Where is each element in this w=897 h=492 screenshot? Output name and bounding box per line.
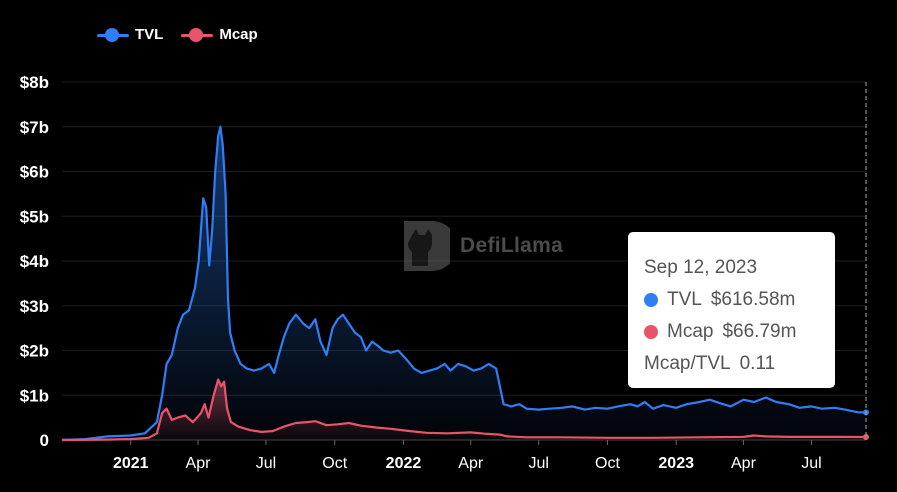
x-tick-label: Oct (595, 455, 620, 472)
tooltip-tvl-label: TVL (667, 289, 702, 310)
y-tick-label: 0 (40, 431, 49, 450)
x-tick-label: Jul (528, 455, 548, 472)
y-tick-label: $8b (20, 73, 49, 92)
legend-item-mcap[interactable]: Mcap (181, 26, 258, 43)
legend-item-tvl[interactable]: TVL (97, 26, 163, 43)
tvl-dot-icon (644, 293, 658, 307)
tooltip-tvl-value: $616.58m (710, 289, 796, 310)
y-tick-label: $6b (20, 163, 49, 182)
tooltip-mcap-value: $66.79m (722, 321, 797, 342)
x-tick-label: Jul (801, 455, 821, 472)
legend-swatch-tvl-icon (97, 27, 129, 42)
series-point-mcap (863, 434, 869, 441)
series-area-tvl (62, 126, 866, 441)
llama-logo-icon (404, 221, 450, 271)
x-tick-label: Apr (458, 455, 484, 472)
series-layer (61, 125, 869, 442)
x-tick-label: Apr (731, 455, 757, 472)
x-tick-label: Jul (256, 455, 276, 472)
y-tick-label: $7b (20, 118, 49, 137)
y-tick-label: $5b (20, 207, 49, 226)
legend-label-mcap: Mcap (219, 26, 258, 43)
watermark-text: DefiLlama (460, 234, 564, 257)
legend-label-tvl: TVL (135, 26, 164, 43)
axis-layer: 0 $1b $2b $3b $4b $5b $6b $7b $8b 2021 Apr Jul Oct 20… (20, 73, 867, 472)
tooltip-ratio-value: 0.11 (739, 353, 776, 374)
chart-tooltip: Sep 12, 2023 TVL $616.58m Mcap $66.79m M… (628, 232, 835, 388)
x-tick-label: 2021 (113, 455, 149, 472)
tooltip-ratio-label: Mcap/TVL (644, 353, 731, 374)
tooltip-row-mcap: Mcap $66.79m (644, 316, 819, 348)
x-tick-label: Apr (186, 455, 212, 472)
y-tick-label: $4b (20, 252, 49, 271)
tooltip-row-tvl: TVL $616.58m (644, 284, 819, 316)
mcap-dot-icon (644, 325, 658, 339)
x-tick-label: Oct (322, 455, 347, 472)
chart-legend: TVL Mcap (97, 26, 258, 43)
defillama-watermark: DefiLlama (398, 217, 563, 275)
series-line-tvl (61, 125, 867, 442)
tooltip-row-ratio: Mcap/TVL 0.11 (644, 348, 819, 380)
tooltip-mcap-label: Mcap (667, 321, 714, 342)
legend-swatch-mcap-icon (181, 27, 214, 42)
y-tick-label: $3b (20, 297, 49, 316)
series-area-mcap (62, 379, 866, 440)
series-line-mcap (61, 378, 867, 442)
x-tick-label: 2023 (658, 455, 694, 472)
tooltip-date: Sep 12, 2023 (644, 257, 758, 278)
y-tick-label: $1b (20, 386, 49, 405)
x-tick-label: 2022 (386, 455, 422, 472)
y-tick-label: $2b (20, 342, 49, 361)
